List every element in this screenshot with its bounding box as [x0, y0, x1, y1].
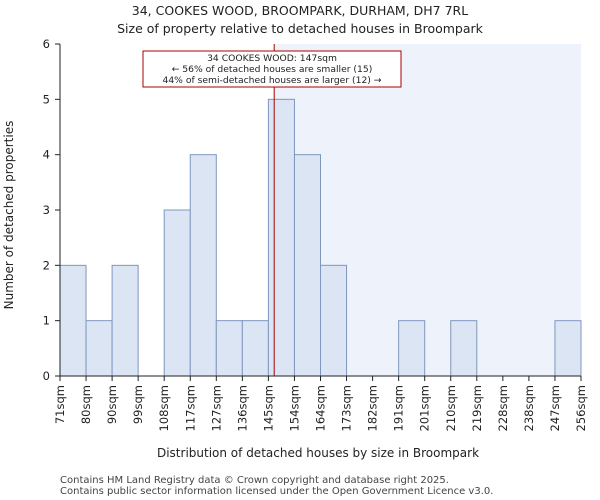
chart-title: 34, COOKES WOOD, BROOMPARK, DURHAM, DH7 …: [131, 3, 469, 18]
bar: [267, 98, 295, 377]
y-tick-label: 0: [43, 369, 50, 383]
y-tick-label: 6: [43, 37, 50, 51]
x-tick-label: 117sqm: [183, 385, 197, 431]
y-tick-label: 5: [43, 92, 50, 106]
annotation-line: 34 COOKES WOOD: 147sqm: [207, 53, 337, 64]
x-tick-label: 219sqm: [470, 385, 484, 431]
bar: [215, 320, 243, 377]
bar: [85, 320, 113, 377]
annotation-line: 44% of semi-detached houses are larger (…: [162, 75, 381, 86]
y-axis-label: Number of detached properties: [2, 121, 16, 310]
x-tick-label: 80sqm: [79, 385, 93, 424]
x-tick-label: 238sqm: [522, 385, 536, 431]
bar: [189, 154, 217, 377]
ticks-layer: 0 1 2 3 4 5 6 71sqm 80sqm 90sqm 99sqm 108sqm 117sqm 1…: [43, 37, 588, 431]
x-tick-label: 71sqm: [53, 385, 67, 424]
x-tick-label: 173sqm: [340, 385, 354, 431]
bar: [450, 320, 478, 377]
x-tick-label: 210sqm: [444, 385, 458, 431]
x-tick-label: 108sqm: [157, 385, 171, 431]
bar: [320, 264, 348, 377]
x-tick-label: 136sqm: [235, 385, 249, 431]
bar: [293, 154, 322, 377]
x-axis-label: Distribution of detached houses by size …: [157, 446, 479, 460]
bar: [59, 264, 87, 377]
bar: [554, 320, 582, 377]
bar: [111, 264, 139, 377]
y-tick-label: 3: [43, 203, 50, 217]
chart-subtitle: Size of property relative to detached ho…: [117, 21, 483, 36]
y-tick-label: 2: [43, 258, 50, 272]
y-tick-label: 4: [43, 148, 50, 162]
bar: [398, 320, 426, 377]
x-tick-label: 201sqm: [418, 385, 432, 431]
annotation-line: ← 56% of detached houses are smaller (15…: [172, 64, 373, 75]
annotation-box: [142, 50, 402, 88]
x-tick-label: 164sqm: [314, 385, 328, 431]
marker-layer: 34 COOKES WOOD: 147sqm← 56% of detached …: [142, 44, 402, 376]
footer-licence: Contains public sector information licen…: [60, 486, 494, 497]
x-tick-label: 182sqm: [366, 385, 380, 431]
bar: [163, 209, 191, 377]
bar: [241, 320, 269, 377]
footer-copyright: Contains HM Land Registry data © Crown c…: [60, 475, 449, 486]
y-tick-label: 1: [43, 314, 50, 328]
x-tick-label: 127sqm: [209, 385, 223, 431]
x-tick-label: 154sqm: [287, 385, 301, 431]
x-tick-label: 191sqm: [392, 385, 406, 431]
x-tick-label: 247sqm: [548, 385, 562, 431]
x-tick-label: 228sqm: [496, 385, 510, 431]
x-tick-label: 256sqm: [574, 385, 588, 431]
bars-layer: [59, 98, 582, 377]
x-tick-label: 99sqm: [131, 385, 145, 424]
x-tick-label: 90sqm: [105, 385, 119, 424]
x-tick-label: 145sqm: [261, 385, 275, 431]
